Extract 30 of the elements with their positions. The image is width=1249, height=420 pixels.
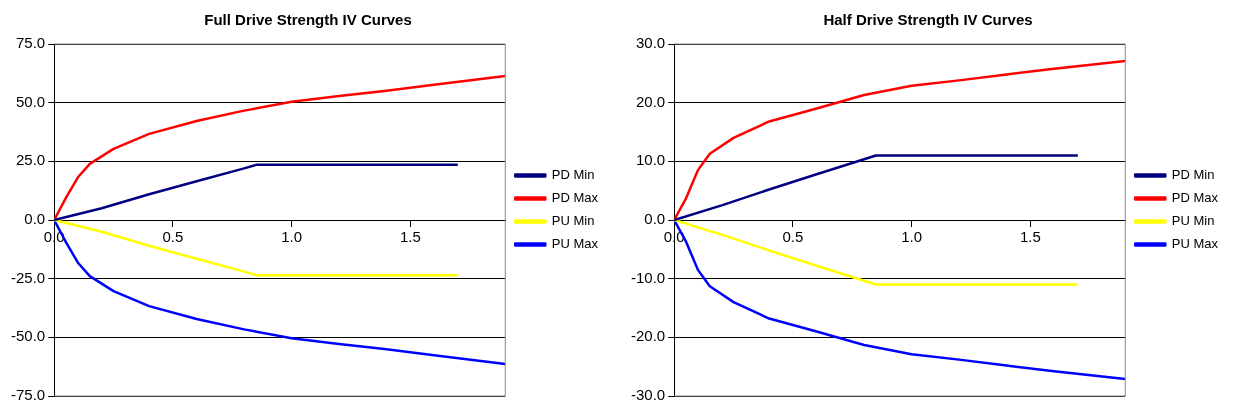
y-tick-label: -75.0 [10, 386, 46, 404]
legend-label: PD Min [551, 167, 595, 183]
y-tick-label: -30.0 [630, 386, 666, 404]
y-tick-label: -10.0 [630, 268, 666, 286]
legend-label: PD Max [1171, 190, 1219, 206]
y-tick-label: 0.0 [644, 210, 666, 228]
y-tick-label: -50.0 [10, 327, 46, 345]
x-tick-label: 1.0 [901, 228, 923, 246]
x-tick-label: 1.0 [281, 228, 303, 246]
y-tick-label: 30.0 [635, 34, 666, 52]
x-tick-label: 1.5 [1019, 228, 1041, 246]
chart-title: Full Drive Strength IV Curves [204, 11, 412, 29]
x-tick-label: 0.5 [782, 228, 804, 246]
legend-label: PU Max [1171, 236, 1219, 252]
legend-label: PU Min [1171, 213, 1215, 229]
x-tick-label: 1.5 [399, 228, 421, 246]
y-tick-label: 10.0 [635, 151, 666, 169]
legend-label: PD Min [1171, 167, 1215, 183]
legend-label: PU Min [551, 213, 595, 229]
y-tick-label: 50.0 [15, 92, 46, 110]
y-tick-label: -20.0 [630, 327, 666, 345]
y-tick-label: 75.0 [15, 34, 46, 52]
y-tick-label: 20.0 [635, 92, 666, 110]
legend-label: PD Max [551, 190, 599, 206]
x-tick-label: 0.5 [162, 228, 184, 246]
y-tick-label: 0.0 [24, 210, 46, 228]
y-tick-label: 25.0 [15, 151, 46, 169]
chart-title: Half Drive Strength IV Curves [823, 11, 1033, 29]
y-tick-label: -25.0 [10, 268, 46, 286]
legend-label: PU Max [551, 236, 599, 252]
